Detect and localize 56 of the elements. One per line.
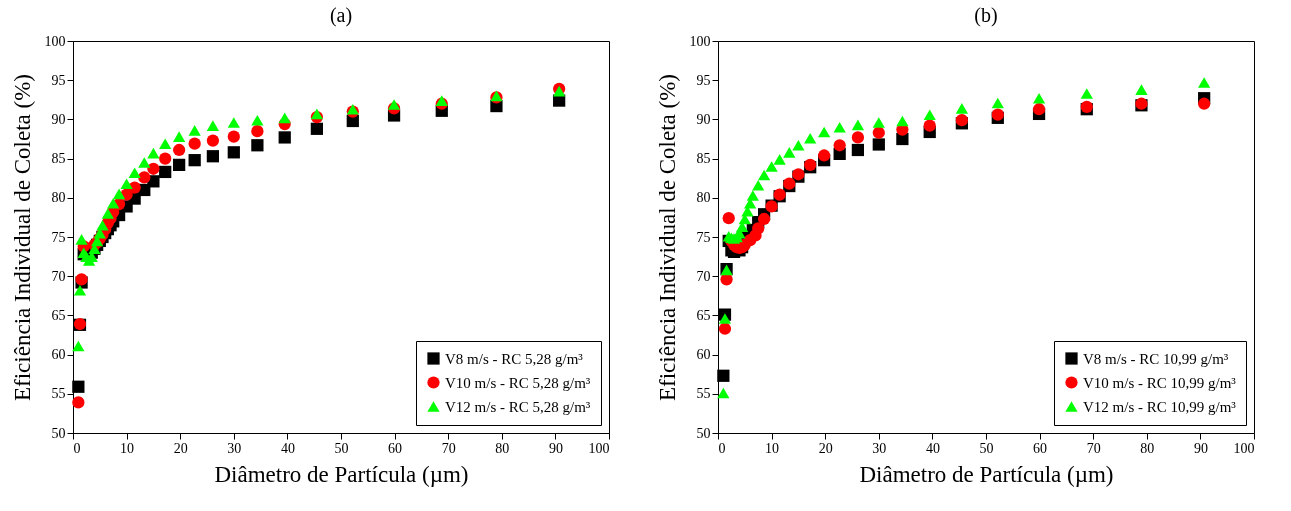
y-tick-label: 75 (51, 229, 66, 245)
x-tick-label: 10 (120, 440, 135, 456)
x-tick-label: 80 (1140, 440, 1155, 456)
y-tick-label: 80 (51, 190, 66, 206)
chart-title: (b) (974, 4, 998, 27)
x-tick-label: 100 (1233, 440, 1255, 456)
x-axis-title: Diâmetro de Partícula (µm) (214, 461, 469, 487)
x-tick-label: 90 (548, 440, 563, 456)
x-tick-label: 50 (979, 440, 994, 456)
y-tick-label: 70 (696, 268, 711, 284)
x-axis-title: Diâmetro de Partícula (µm) (859, 461, 1114, 487)
x-tick-label: 60 (388, 440, 403, 456)
legend-label: V10 m/s - RC 10,99 g/m³ (1083, 374, 1237, 391)
chart-title: (a) (329, 4, 353, 27)
x-tick-label: 60 (1033, 440, 1048, 456)
y-tick-label: 50 (696, 425, 711, 441)
x-tick-label: 40 (280, 440, 295, 456)
x-tick-label: 70 (441, 440, 456, 456)
x-tick-label: 20 (173, 440, 188, 456)
y-tick-label: 90 (51, 111, 66, 127)
y-tick-label: 100 (44, 33, 66, 49)
y-tick-label: 60 (696, 347, 711, 363)
y-axis-title: Eficiência Individual de Coleta (%) (9, 74, 35, 401)
x-tick-label: 10 (765, 440, 780, 456)
x-tick-label: 40 (925, 440, 940, 456)
legend-label: V8 m/s - RC 10,99 g/m³ (1083, 350, 1229, 367)
y-tick-label: 90 (696, 111, 711, 127)
y-tick-label: 55 (696, 386, 711, 402)
y-tick-label: 50 (51, 425, 66, 441)
y-tick-label: 95 (51, 72, 66, 88)
y-tick-label: 85 (51, 151, 66, 167)
x-tick-label: 90 (1193, 440, 1208, 456)
y-tick-label: 95 (696, 72, 711, 88)
legend-label: V8 m/s - RC 5,28 g/m³ (445, 350, 584, 367)
x-tick-label: 30 (872, 440, 887, 456)
legend-label: V12 m/s - RC 5,28 g/m³ (445, 398, 591, 415)
y-tick-label: 75 (696, 229, 711, 245)
y-tick-label: 70 (51, 268, 66, 284)
x-tick-label: 0 (718, 440, 726, 456)
x-tick-label: 0 (73, 440, 81, 456)
x-tick-label: 100 (588, 440, 610, 456)
y-tick-label: 65 (51, 307, 66, 323)
x-tick-label: 20 (818, 440, 833, 456)
x-tick-label: 70 (1086, 440, 1101, 456)
y-tick-label: 65 (696, 307, 711, 323)
y-axis-title: Eficiência Individual de Coleta (%) (654, 74, 680, 401)
y-tick-label: 60 (51, 347, 66, 363)
x-tick-label: 50 (334, 440, 349, 456)
legend-label: V10 m/s - RC 5,28 g/m³ (445, 374, 591, 391)
y-tick-label: 55 (51, 386, 66, 402)
x-tick-label: 30 (227, 440, 242, 456)
y-tick-label: 85 (696, 151, 711, 167)
y-tick-label: 100 (689, 33, 711, 49)
y-tick-label: 80 (696, 190, 711, 206)
x-tick-label: 80 (495, 440, 510, 456)
legend-label: V12 m/s - RC 10,99 g/m³ (1083, 398, 1237, 415)
